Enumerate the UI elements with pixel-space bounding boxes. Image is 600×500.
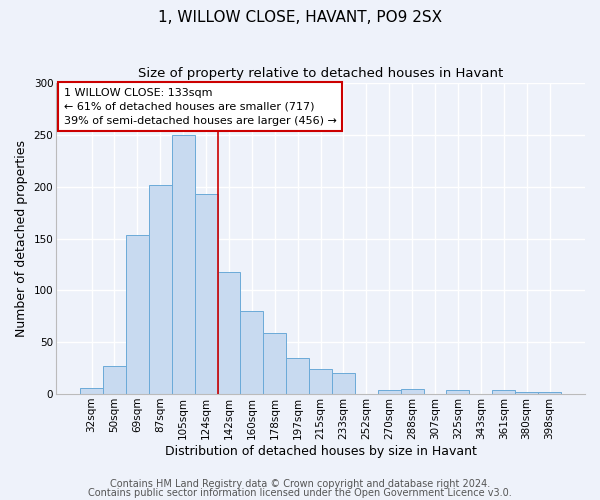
Text: 1 WILLOW CLOSE: 133sqm
← 61% of detached houses are smaller (717)
39% of semi-de: 1 WILLOW CLOSE: 133sqm ← 61% of detached… [64,88,337,126]
X-axis label: Distribution of detached houses by size in Havant: Distribution of detached houses by size … [164,444,476,458]
Bar [263,333,286,394]
Bar [149,184,172,394]
Text: Contains HM Land Registry data © Crown copyright and database right 2024.: Contains HM Land Registry data © Crown c… [110,479,490,489]
Bar [309,369,332,394]
Bar [492,390,515,394]
Bar [80,388,103,394]
Bar [194,194,218,394]
Bar [378,390,401,394]
Bar [446,390,469,394]
Bar [172,135,194,394]
Bar [241,311,263,394]
Y-axis label: Number of detached properties: Number of detached properties [15,140,28,337]
Bar [218,272,241,394]
Text: 1, WILLOW CLOSE, HAVANT, PO9 2SX: 1, WILLOW CLOSE, HAVANT, PO9 2SX [158,10,442,25]
Text: Contains public sector information licensed under the Open Government Licence v3: Contains public sector information licen… [88,488,512,498]
Bar [515,392,538,394]
Title: Size of property relative to detached houses in Havant: Size of property relative to detached ho… [138,68,503,80]
Bar [286,358,309,394]
Bar [126,236,149,394]
Bar [401,389,424,394]
Bar [103,366,126,394]
Bar [332,374,355,394]
Bar [538,392,561,394]
